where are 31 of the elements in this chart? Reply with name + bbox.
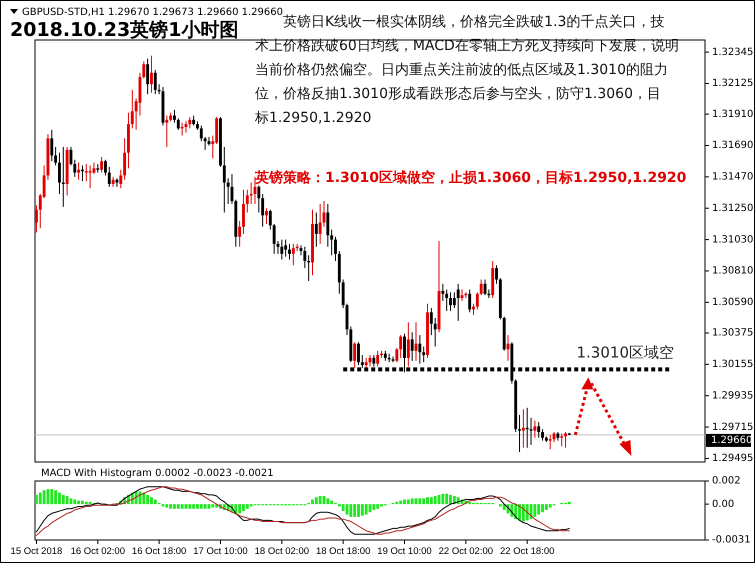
y-tick-label: 1.31250 [712, 202, 754, 214]
y-tick-label: 1.30810 [712, 266, 754, 277]
y-tick-label: -0.0031 [712, 534, 751, 546]
y-tick-label: 1.32345 [712, 46, 754, 58]
x-tick-label: 16 Oct 18:00 [132, 546, 186, 557]
ref-line-label: 1.29660 [711, 435, 752, 446]
y-tick-label: 1.30375 [712, 328, 754, 339]
x-tick-label: 17 Oct 10:00 [193, 546, 248, 557]
y-tick-label: 1.30590 [712, 297, 754, 308]
chart-title: MACD With Histogram 0.0002 -0.0023 -0.0021 [41, 468, 274, 479]
x-tick-label: 16 Oct 02:00 [70, 546, 125, 557]
x-tick-label: 22 Oct 02:00 [438, 546, 494, 557]
annotation: 英镑策略：1.3010区域做空，止损1.3060，目标1.2950,1.2920 [254, 169, 687, 186]
ref-line-label: 1.3010区域空 [576, 343, 674, 362]
y-tick-label: 1.29495 [712, 453, 754, 464]
y-tick-label: 0.002 [712, 476, 741, 487]
y-tick-label: 1.32125 [712, 78, 754, 90]
y-tick-label: 1.30155 [712, 359, 754, 370]
y-tick-label: 1.31470 [712, 172, 754, 183]
x-tick-label: 19 Oct 10:00 [377, 546, 432, 557]
y-tick-label: 1.31030 [712, 234, 754, 246]
y-tick-label: 1.31910 [712, 108, 754, 120]
y-tick-label: 1.29715 [712, 422, 754, 433]
x-tick-label: 18 Oct 02:00 [254, 546, 310, 557]
chart-title: 2018.10.23英镑1小时图 [10, 19, 238, 41]
y-tick-label: 0.00 [712, 498, 734, 510]
x-tick-label: 15 Oct 2018 [10, 546, 62, 557]
y-tick-label: 1.31690 [712, 140, 754, 152]
x-tick-label: 22 Oct 18:00 [500, 546, 554, 557]
y-tick-label: 1.29935 [712, 390, 754, 402]
x-tick-label: 18 Oct 18:00 [316, 546, 370, 557]
